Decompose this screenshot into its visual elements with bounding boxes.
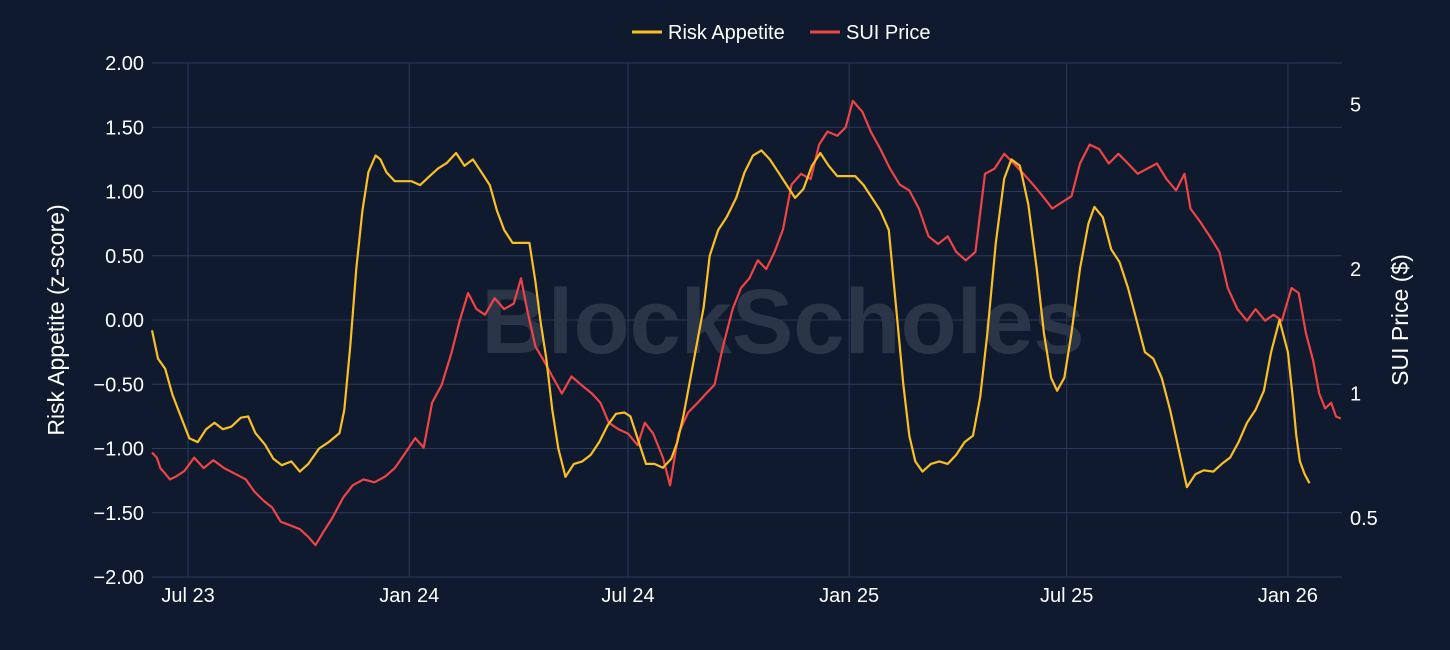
- right-axis-title: SUI Price ($): [1387, 254, 1413, 386]
- x-tick-label: Jan 26: [1258, 585, 1318, 607]
- left-axis-ticks: 2.00 1.50 1.00 0.50 0.00 −0.50 −1.00 −1.50 −2.00: [93, 53, 144, 589]
- series-layer: [150, 99, 1342, 547]
- right-tick-label: 2: [1350, 259, 1361, 281]
- x-tick-label: Jul 25: [1040, 585, 1093, 607]
- right-tick-label: 5: [1350, 95, 1361, 117]
- left-tick-label: −2.00: [93, 567, 144, 589]
- watermark: BlockScholes: [481, 271, 1084, 373]
- left-tick-label: 0.50: [105, 246, 144, 268]
- legend-label-sui-price: SUI Price: [846, 22, 930, 44]
- series-line-risk-appetite: [150, 149, 1311, 489]
- left-tick-label: 2.00: [105, 53, 144, 75]
- grid: [152, 62, 1342, 578]
- left-tick-label: −1.50: [93, 503, 144, 525]
- legend-item-risk-appetite[interactable]: Risk Appetite: [632, 22, 785, 44]
- left-tick-label: −1.00: [93, 439, 144, 461]
- x-tick-label: Jul 23: [161, 585, 214, 607]
- x-tick-label: Jan 24: [379, 585, 439, 607]
- right-tick-label: 0.5: [1350, 508, 1378, 530]
- left-tick-label: 1.00: [105, 182, 144, 204]
- legend-label-risk-appetite: Risk Appetite: [668, 22, 785, 44]
- right-tick-label: 1: [1350, 384, 1361, 406]
- x-tick-label: Jul 24: [601, 585, 654, 607]
- left-tick-label: 1.50: [105, 117, 144, 139]
- right-axis-ticks: 5 2 1 0.5: [1350, 95, 1378, 531]
- left-tick-label: −0.50: [93, 374, 144, 396]
- legend: Risk Appetite SUI Price: [632, 22, 930, 44]
- series-line-sui-price: [151, 99, 1342, 547]
- left-tick-label: 0.00: [105, 310, 144, 332]
- x-tick-label: Jan 25: [819, 585, 879, 607]
- left-axis-title: Risk Appetite (z-score): [43, 204, 69, 435]
- x-axis-ticks: Jul 23 Jan 24 Jul 24 Jan 25 Jul 25 Jan 26: [161, 585, 1318, 607]
- legend-item-sui-price[interactable]: SUI Price: [810, 22, 930, 44]
